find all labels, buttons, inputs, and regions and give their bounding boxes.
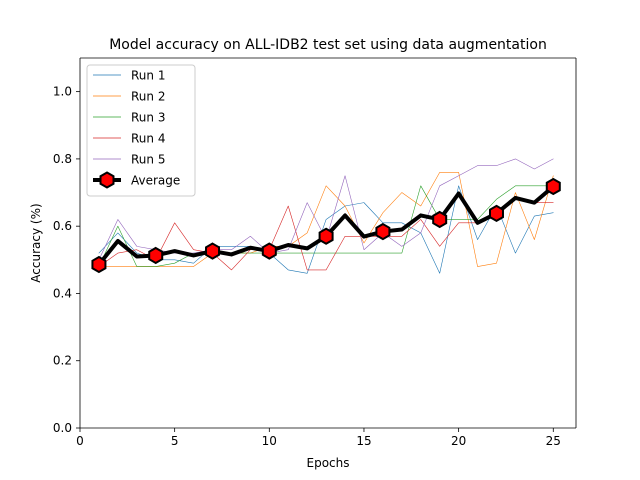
series-line-run-1 [98,185,554,274]
legend-items: Run 1 Run 2 Run 3 Run 4 Run 5 Average [93,69,180,189]
legend-frame [86,64,196,197]
y-tick-label: 0.2 [53,354,72,368]
average-marker [261,242,277,260]
x-tick-label: 5 [171,434,179,448]
y-tick-label: 1.0 [53,85,72,99]
average-marker [148,246,164,265]
average-marker [91,255,107,274]
y-tick-label: 0.4 [53,286,72,300]
average-marker [432,210,448,229]
legend-label-run-4: Run 4 [131,132,165,146]
y-tick-label: 0.0 [53,421,72,435]
legend-marker-average [99,171,115,189]
x-axis-label: Epochs [307,456,350,470]
x-axis-ticks: 0 5 10 15 20 25 [76,428,561,448]
average-marker [488,204,504,223]
x-tick-label: 25 [546,434,561,448]
average-marker [375,222,391,241]
y-tick-label: 0.6 [53,219,72,233]
x-tick-label: 20 [451,434,466,448]
y-axis-label: Accuracy (%) [29,203,43,282]
average-marker [318,227,334,245]
x-tick-label: 10 [262,434,277,448]
x-tick-label: 0 [76,434,84,448]
axes-frame [79,57,577,429]
x-tick-label: 15 [356,434,371,448]
legend-label-run-3: Run 3 [131,111,165,125]
legend-label-average: Average [131,174,180,188]
series-line-run-2 [98,172,554,267]
y-tick-label: 0.8 [53,152,72,166]
chart-title: Model accuracy on ALL-IDB2 test set usin… [109,37,547,53]
legend-label-run-1: Run 1 [131,69,165,83]
legend-label-run-2: Run 2 [131,90,165,104]
y-axis-ticks: 0.0 0.2 0.4 0.6 0.8 1.0 [53,85,80,435]
legend-label-run-5: Run 5 [131,153,165,167]
average-marker [545,177,561,196]
marker-layer [91,177,561,274]
average-marker [205,242,221,260]
legend: Run 1 Run 2 Run 3 Run 4 Run 5 Average [86,64,196,197]
